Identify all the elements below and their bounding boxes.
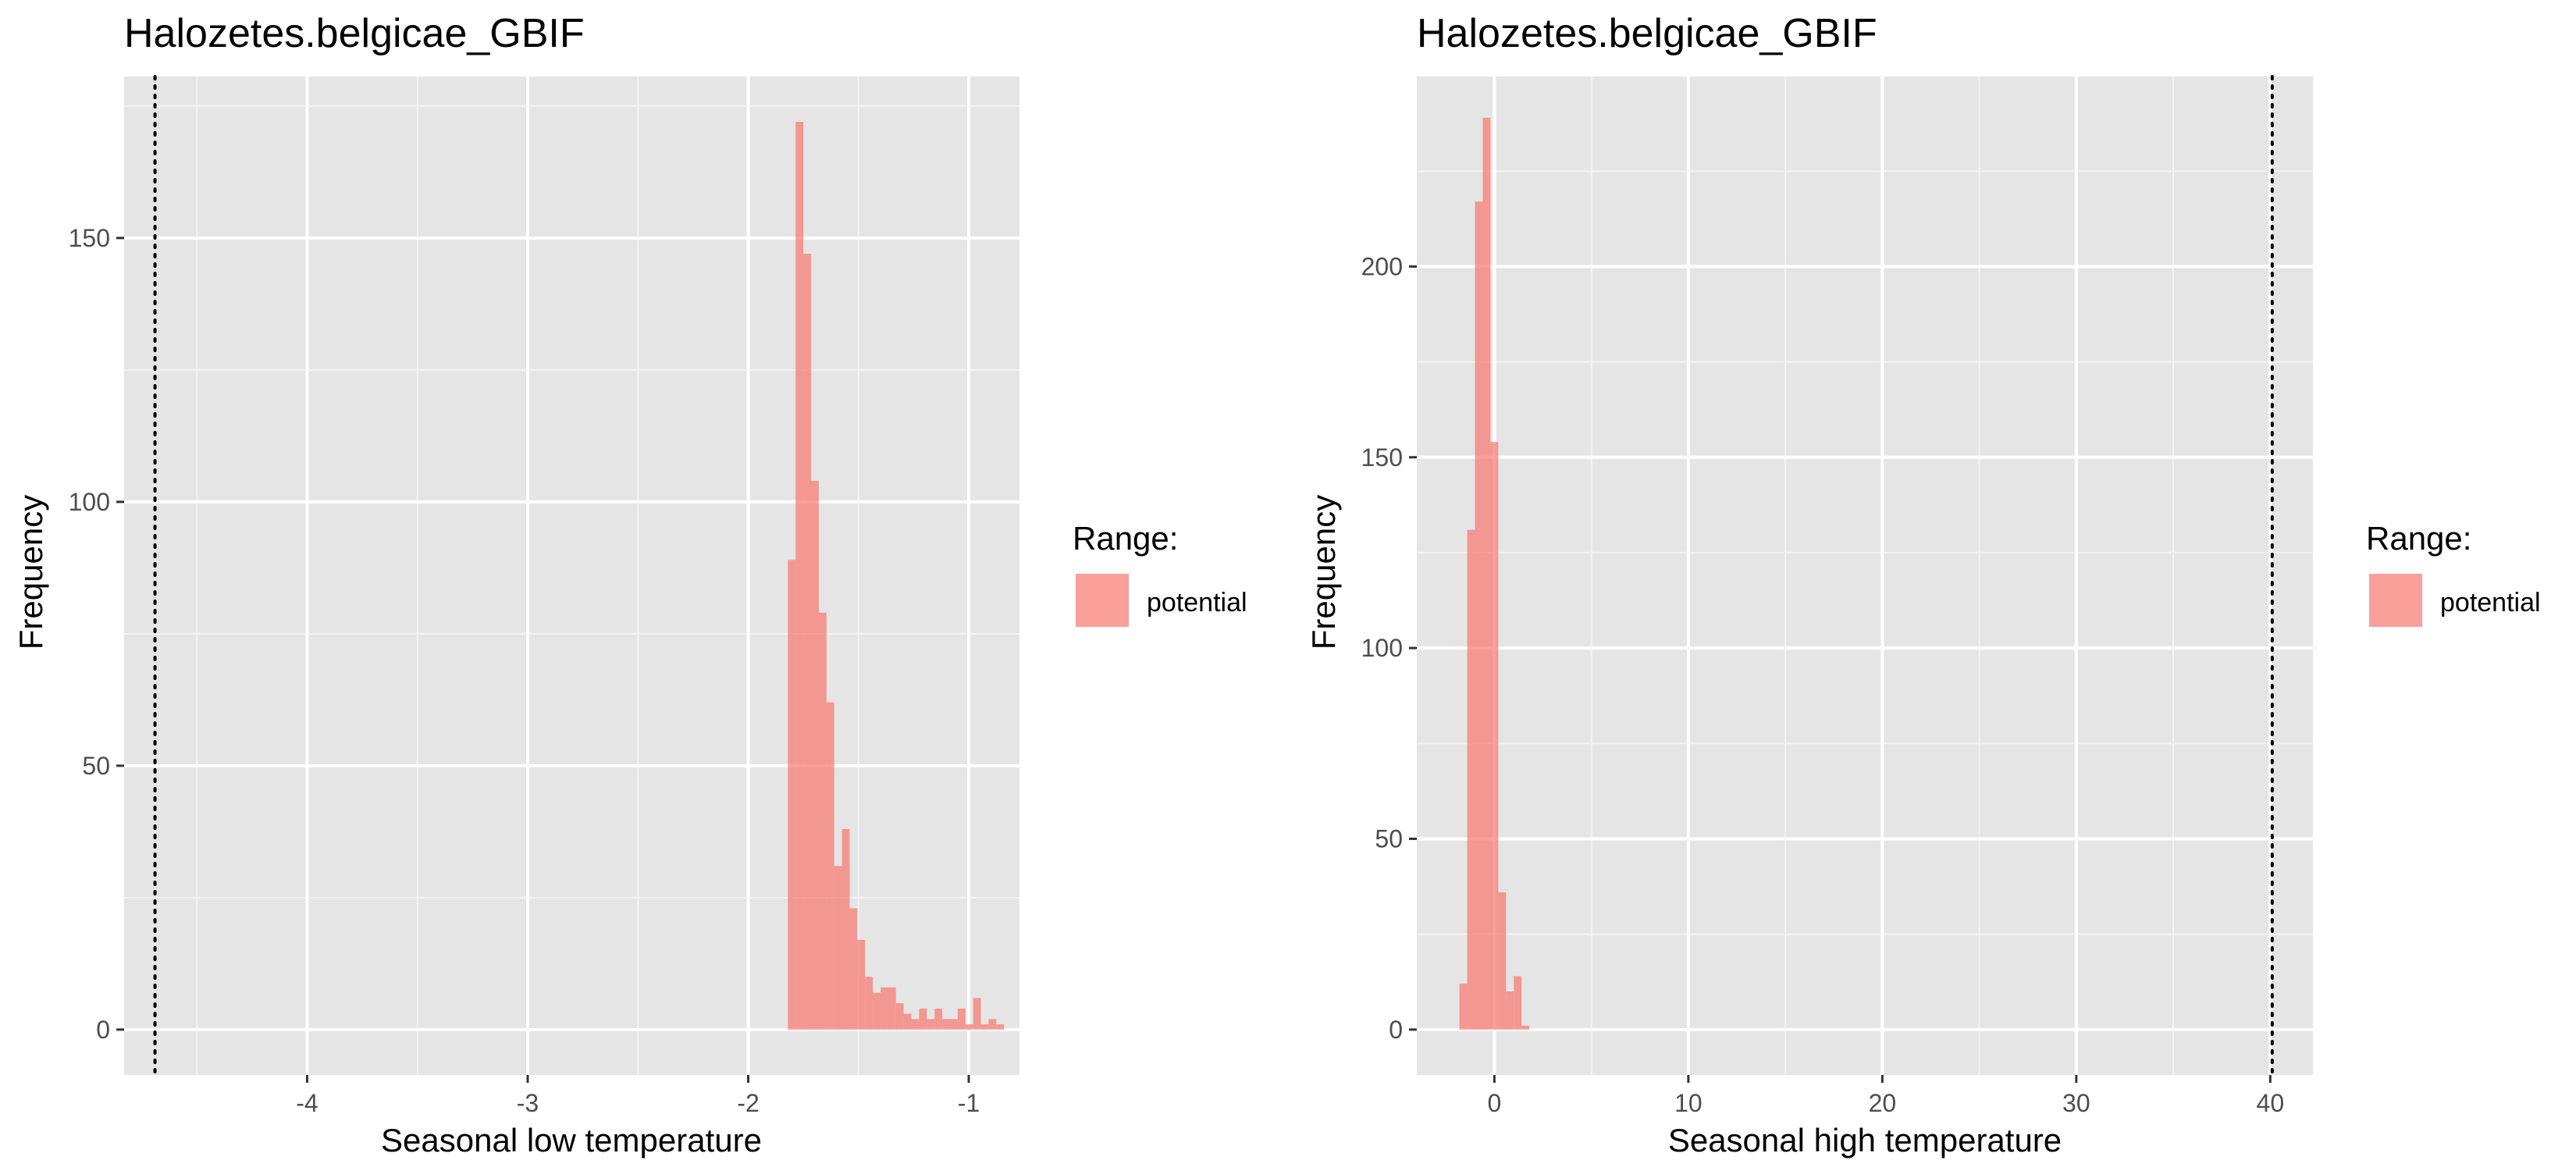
histogram-bar xyxy=(919,1008,927,1030)
x-tick-label: 30 xyxy=(2062,1089,2090,1117)
histogram-bar xyxy=(873,992,881,1030)
histogram-bar xyxy=(888,987,896,1030)
histogram-bar xyxy=(1459,984,1468,1030)
low-temperature-chart: Halozetes.belgicae_GBIF -4 -3 -2 -1 0 50 100 1… xyxy=(12,11,1247,1159)
histogram-bar xyxy=(857,939,866,1030)
legend-label-potential: potential xyxy=(1147,588,1247,618)
x-tick-label: -1 xyxy=(958,1089,980,1117)
gridlines xyxy=(1417,77,2313,1075)
legend-swatch xyxy=(1076,574,1129,627)
y-tick-label: 0 xyxy=(1389,1016,1403,1044)
histogram-bar xyxy=(1506,991,1514,1030)
plot-background xyxy=(124,77,1019,1075)
legend: Range: potential xyxy=(2366,520,2541,627)
histogram-bar xyxy=(803,254,812,1030)
histogram-bar xyxy=(965,1024,973,1030)
x-tick-label: -4 xyxy=(296,1089,318,1117)
histogram-bar xyxy=(903,1013,912,1030)
histogram-bar xyxy=(973,998,981,1030)
histogram-bar xyxy=(1514,976,1522,1030)
y-tick-label: 100 xyxy=(69,488,110,516)
y-tick-label: 50 xyxy=(82,752,110,780)
x-axis-title: Seasonal high temperature xyxy=(1668,1122,2062,1159)
histogram-bar xyxy=(988,1019,997,1030)
legend-swatch xyxy=(2369,574,2422,627)
histogram-bar xyxy=(834,866,842,1030)
histogram-bar xyxy=(895,1003,904,1030)
histogram-bar xyxy=(1521,1025,1530,1030)
y-tick-label: 200 xyxy=(1361,252,1403,280)
histogram-bar xyxy=(826,702,834,1030)
histogram-bar xyxy=(865,977,873,1030)
x-axis-ticks: -4 -3 -2 -1 xyxy=(296,1075,980,1117)
histogram-bar xyxy=(927,1019,935,1030)
high-temperature-chart: Halozetes.belgicae_GBIF 0 10 20 30 40 0 50 100… xyxy=(1305,11,2541,1159)
y-tick-label: 150 xyxy=(69,224,110,252)
legend: Range: potential xyxy=(1073,520,1247,627)
legend-label-potential: potential xyxy=(2440,588,2541,618)
histogram-bar xyxy=(1490,442,1499,1030)
x-axis-title: Seasonal low temperature xyxy=(381,1122,762,1159)
legend-title: Range: xyxy=(1073,520,1178,557)
y-tick-label: 100 xyxy=(1361,634,1403,662)
x-tick-label: -3 xyxy=(517,1089,539,1117)
histogram-bar xyxy=(881,987,888,1030)
y-axis-ticks: 0 50 100 150 xyxy=(69,224,124,1044)
histogram-bar xyxy=(818,612,827,1030)
histogram-bar xyxy=(841,828,850,1030)
histogram-bars xyxy=(788,122,1005,1030)
y-tick-label: 50 xyxy=(1375,824,1403,852)
y-axis-title: Frequency xyxy=(1305,495,1342,650)
histogram-bar xyxy=(1467,529,1475,1030)
histogram-bar xyxy=(911,1019,920,1030)
x-tick-label: 10 xyxy=(1674,1089,1703,1117)
histogram-bar xyxy=(1475,201,1483,1030)
histogram-bar xyxy=(1482,117,1491,1030)
histogram-bar xyxy=(795,122,804,1030)
x-axis-ticks: 0 10 20 30 40 xyxy=(1487,1075,2284,1117)
histogram-bar xyxy=(996,1024,1005,1030)
legend-title: Range: xyxy=(2366,520,2471,557)
histogram-bar xyxy=(1498,892,1507,1030)
y-tick-label: 0 xyxy=(96,1016,110,1044)
y-axis-ticks: 0 50 100 150 200 xyxy=(1361,252,1417,1044)
histogram-bar xyxy=(950,1019,958,1030)
y-axis-title: Frequency xyxy=(12,495,49,650)
x-tick-label: 0 xyxy=(1487,1089,1501,1117)
x-tick-label: 20 xyxy=(1869,1089,1897,1117)
chart-title: Halozetes.belgicae_GBIF xyxy=(1417,11,1877,56)
y-tick-label: 150 xyxy=(1361,443,1403,472)
x-tick-label: -2 xyxy=(737,1089,759,1117)
histogram-bar xyxy=(849,908,858,1030)
histogram-bar xyxy=(788,560,796,1030)
histogram-bars xyxy=(1459,117,1530,1030)
histogram-bar xyxy=(934,1008,943,1030)
plot-background xyxy=(1417,77,2313,1075)
histogram-bar xyxy=(980,1024,989,1030)
histogram-bar xyxy=(942,1019,951,1030)
histogram-bar xyxy=(811,480,819,1030)
x-tick-label: 40 xyxy=(2257,1089,2285,1117)
chart-title: Halozetes.belgicae_GBIF xyxy=(124,11,585,56)
histogram-bar xyxy=(957,1008,966,1030)
